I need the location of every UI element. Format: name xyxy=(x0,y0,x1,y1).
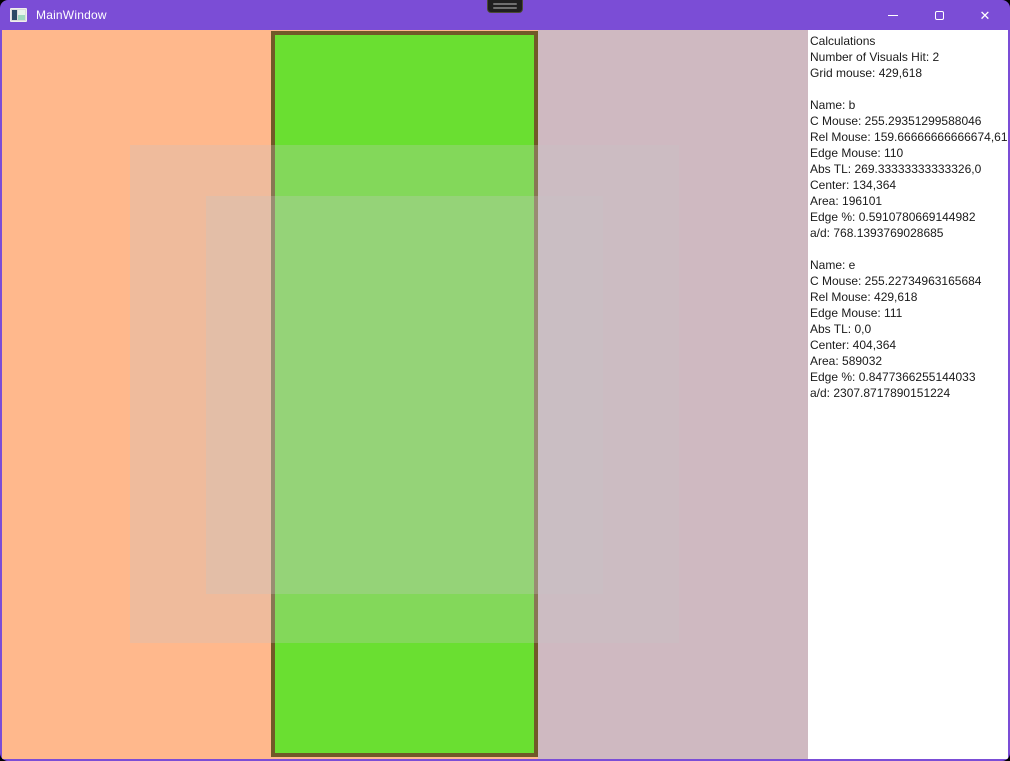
panel-line: Abs TL: 0,0 xyxy=(810,322,872,336)
panel-line: Grid mouse: 429,618 xyxy=(810,66,923,80)
panel-line: Center: 134,364 xyxy=(810,178,897,192)
panel-line: Edge %: 0.8477366255144033 xyxy=(810,370,976,384)
visual-rect-mauve[interactable] xyxy=(538,30,808,759)
close-button[interactable]: ✕ xyxy=(962,0,1008,30)
calculations-panel: Calculations Number of Visuals Hit: 2 Gri… xyxy=(808,30,1008,759)
hit-test-canvas[interactable] xyxy=(2,30,808,759)
drag-pill-bar xyxy=(493,7,517,9)
panel-line: Center: 404,364 xyxy=(810,338,897,352)
panel-line: Area: 589032 xyxy=(810,354,883,368)
panel-heading: Calculations xyxy=(810,34,876,48)
window-title: MainWindow xyxy=(36,8,107,22)
overlay-rect-inner xyxy=(206,196,603,594)
visual-info-block: Name: e C Mouse: 255.22734963165684 Rel Mo… xyxy=(810,257,1008,401)
panel-line: a/d: 768.1393769028685 xyxy=(810,226,944,240)
maximize-icon xyxy=(934,10,944,20)
panel-line: Rel Mouse: 159.66666666666674,618 xyxy=(810,130,1008,144)
visual-info-block: Name: b C Mouse: 255.29351299588046 Rel Mo… xyxy=(810,97,1008,241)
drag-pill-bar xyxy=(493,3,517,5)
panel-blocks: Name: b C Mouse: 255.29351299588046 Rel Mo… xyxy=(810,97,1008,401)
app-icon-pane-dark xyxy=(12,10,17,20)
panel-line: Name: b xyxy=(810,98,856,112)
panel-line: Edge Mouse: 111 xyxy=(810,306,903,320)
visual-rect-green-bordered[interactable] xyxy=(271,31,538,757)
app-icon-pane-accent xyxy=(18,15,25,20)
panel-line: Number of Visuals Hit: 2 xyxy=(810,50,940,64)
close-icon: ✕ xyxy=(979,7,991,23)
maximize-button[interactable] xyxy=(916,0,962,30)
panel-line: Edge Mouse: 110 xyxy=(810,146,904,160)
panel-line: Abs TL: 269.33333333333326,0 xyxy=(810,162,982,176)
minimize-icon xyxy=(888,14,898,16)
panel-summary: Number of Visuals Hit: 2 Grid mouse: 429,… xyxy=(810,49,1008,81)
window-drag-pill[interactable] xyxy=(487,0,523,13)
panel-line: a/d: 2307.8717890151224 xyxy=(810,386,951,400)
app-window-icon[interactable] xyxy=(10,8,27,22)
panel-line: Area: 196101 xyxy=(810,194,883,208)
visual-rect-orange[interactable] xyxy=(2,30,271,759)
panel-line: C Mouse: 255.29351299588046 xyxy=(810,114,982,128)
panel-line: Name: e xyxy=(810,258,856,272)
panel-line: C Mouse: 255.22734963165684 xyxy=(810,274,982,288)
panel-line: Edge %: 0.5910780669144982 xyxy=(810,210,976,224)
titlebar[interactable]: MainWindow ✕ xyxy=(0,0,1010,30)
minimize-button[interactable] xyxy=(870,0,916,30)
overlay-rect-outer xyxy=(130,145,679,643)
panel-line: Rel Mouse: 429,618 xyxy=(810,290,918,304)
